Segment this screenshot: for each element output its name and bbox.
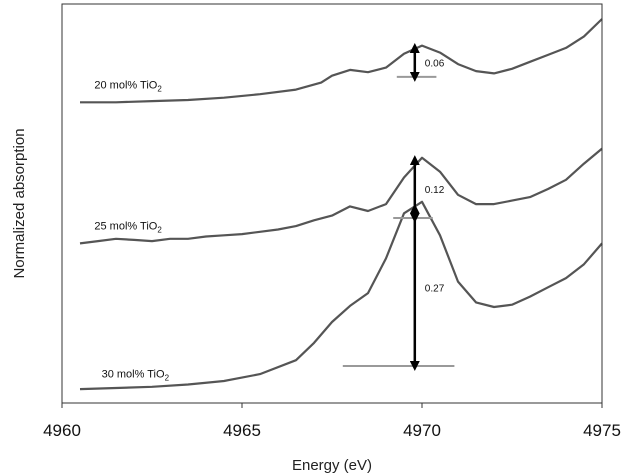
x-axis: 4960 4965 4970 4975 <box>43 403 621 440</box>
series-label: 30 mol% TiO2 <box>102 369 170 383</box>
series-label-name: 20 mol% TiO <box>94 79 157 91</box>
x-tick-label: 4965 <box>223 421 261 440</box>
series-label-subscript: 2 <box>165 374 170 383</box>
series-label-subscript: 2 <box>157 84 162 93</box>
peak-height-label: 0.12 <box>425 185 445 196</box>
series-line <box>80 18 603 104</box>
series-label-subscript: 2 <box>157 226 162 235</box>
series-line <box>79 200 603 391</box>
series-label-name: 25 mol% TiO <box>94 221 157 233</box>
x-tick-label: 4960 <box>43 421 81 440</box>
peak-height-label: 0.06 <box>425 58 445 69</box>
x-axis-title: Energy (eV) <box>292 457 372 474</box>
peak-height-label: 0.27 <box>425 283 445 294</box>
series-line <box>79 147 603 245</box>
plot-frame <box>61 3 603 404</box>
x-tick-label: 4970 <box>403 421 441 440</box>
series-label-name: 30 mol% TiO <box>102 369 165 381</box>
x-tick-label: 4975 <box>583 421 621 440</box>
y-axis-title: Normalized absorption <box>11 128 28 278</box>
series-label: 25 mol% TiO2 <box>94 221 162 235</box>
series-label: 20 mol% TiO2 <box>94 79 162 93</box>
